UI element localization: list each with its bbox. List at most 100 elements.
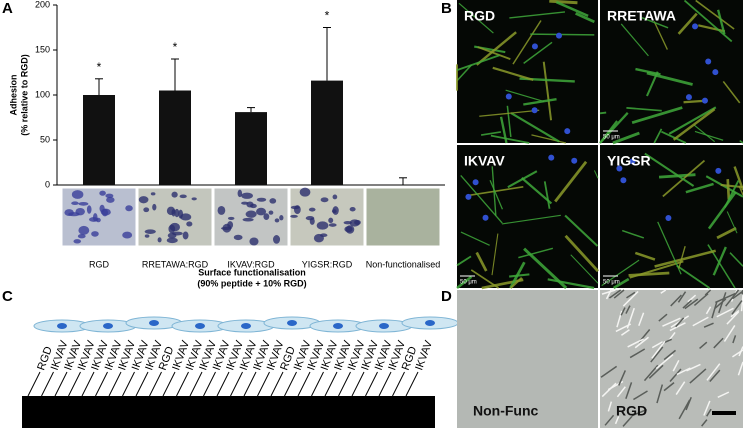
- cell: [716, 307, 734, 318]
- panel-label: B: [441, 0, 452, 17]
- actin-fiber: [530, 33, 595, 36]
- image-bg: [600, 0, 743, 143]
- linker: [392, 371, 405, 397]
- cell: [701, 419, 708, 427]
- cell: [725, 289, 740, 307]
- image-label: YIGSR: [607, 153, 651, 169]
- y-tick-label: 150: [35, 44, 50, 54]
- stained-cell: [169, 222, 180, 232]
- cell: [718, 292, 727, 314]
- scale-bar: [712, 411, 736, 415]
- cell: [620, 329, 630, 336]
- linker: [284, 371, 297, 397]
- cell: [650, 346, 664, 363]
- stained-cell: [86, 205, 92, 214]
- actin-fiber: [509, 11, 566, 19]
- linker: [243, 371, 257, 397]
- cell-nucleus: [103, 323, 113, 329]
- cell: [693, 293, 709, 307]
- linker: [257, 371, 270, 397]
- actin-fiber: [705, 175, 743, 198]
- actin-fiber: [456, 64, 473, 82]
- cell: [651, 340, 666, 359]
- cell: [706, 363, 721, 381]
- linker: [162, 371, 176, 397]
- cell: [675, 317, 685, 328]
- cell: [714, 298, 727, 309]
- actin-fiber: [641, 16, 669, 29]
- y-axis-label: (% relative to RGD): [19, 54, 29, 136]
- actin-fiber: [509, 276, 523, 289]
- thumbnail-bg: [289, 187, 365, 247]
- actin-fiber: [726, 179, 731, 200]
- stained-cell: [249, 237, 259, 246]
- stained-cell: [186, 221, 193, 227]
- actin-fiber: [601, 259, 640, 287]
- cell: [600, 365, 618, 378]
- actin-fiber: [631, 106, 683, 125]
- actin-fiber: [722, 80, 741, 104]
- cell: [638, 312, 645, 327]
- cell: [672, 359, 680, 372]
- actin-fiber: [510, 112, 560, 143]
- cell: [625, 382, 633, 399]
- cell: [703, 322, 714, 328]
- cell: [614, 416, 620, 425]
- actin-fiber: [677, 12, 698, 35]
- actin-fiber: [564, 234, 600, 273]
- actin-fiber: [661, 130, 687, 144]
- actin-fiber: [492, 66, 534, 81]
- nucleus: [692, 23, 699, 30]
- stained-cell: [269, 198, 277, 204]
- cell-nucleus: [425, 320, 435, 326]
- significance-marker: *: [325, 9, 330, 23]
- cell: [692, 316, 709, 327]
- stained-cell: [138, 196, 149, 204]
- actin-fiber: [646, 71, 693, 86]
- cell-nucleus: [287, 320, 297, 326]
- nucleus: [705, 58, 712, 65]
- stained-cell: [332, 206, 339, 215]
- actin-fiber: [653, 128, 663, 144]
- x-tick-label: YIGSR:RGD: [302, 259, 353, 269]
- stained-cell: [345, 225, 355, 234]
- stained-cell: [180, 213, 192, 221]
- linker: [176, 371, 189, 397]
- cell: [663, 349, 676, 361]
- cell: [658, 313, 668, 322]
- cell: [676, 367, 691, 376]
- actin-fiber: [523, 98, 557, 106]
- actin-fiber: [554, 160, 588, 203]
- cell: [732, 335, 737, 344]
- actin-fiber: [676, 264, 711, 289]
- cell: [713, 337, 724, 349]
- stained-cell: [245, 210, 257, 218]
- nucleus: [712, 69, 719, 76]
- actin-fiber: [512, 20, 542, 65]
- stained-cell: [171, 191, 178, 198]
- bar: [235, 112, 267, 185]
- linker: [108, 371, 122, 397]
- actin-fiber: [509, 273, 530, 278]
- stained-cell: [78, 225, 90, 235]
- actin-fiber: [612, 131, 640, 145]
- linker: [189, 371, 203, 397]
- stained-cell: [241, 192, 253, 199]
- stained-cell: [71, 201, 79, 205]
- actin-fiber: [693, 124, 716, 143]
- cell: [738, 346, 743, 357]
- cell: [656, 384, 664, 404]
- cell: [682, 299, 693, 309]
- linker: [270, 371, 284, 397]
- linker: [122, 371, 135, 397]
- x-tick-label: RRETAWA:RGD: [142, 259, 209, 269]
- image-bg: [600, 290, 743, 428]
- stained-cell: [320, 197, 329, 203]
- image-label: RGD: [464, 8, 495, 24]
- linker: [311, 371, 324, 397]
- bar: [311, 80, 343, 185]
- linker: [216, 371, 230, 397]
- actin-fiber: [547, 278, 595, 290]
- nucleus: [556, 32, 563, 39]
- cell: [609, 289, 622, 299]
